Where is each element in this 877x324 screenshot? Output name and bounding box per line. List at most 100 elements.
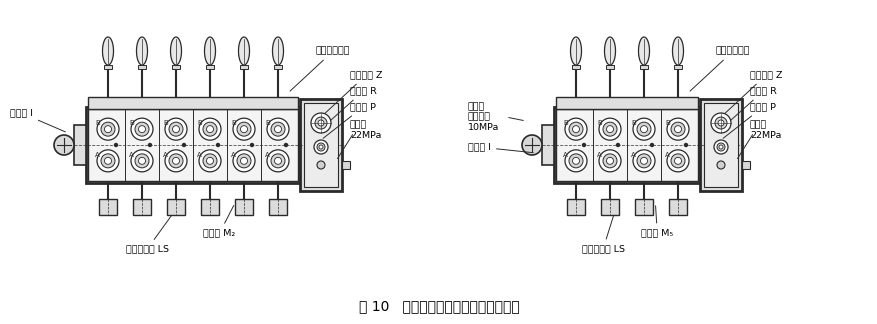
Bar (567, 199, 584, 215)
Circle shape (602, 122, 617, 136)
Text: 喷雾泵用: 喷雾泵用 (467, 112, 490, 122)
Text: A: A (163, 152, 168, 158)
Text: 22MPa: 22MPa (350, 131, 381, 140)
Circle shape (606, 126, 613, 133)
Text: 控制油口 Z: 控制油口 Z (723, 71, 781, 115)
Text: 进油口 P: 进油口 P (723, 102, 775, 138)
Circle shape (54, 135, 74, 155)
Circle shape (114, 144, 118, 146)
Text: B: B (196, 120, 202, 126)
Circle shape (522, 135, 541, 155)
Circle shape (237, 122, 251, 136)
Polygon shape (638, 37, 649, 65)
Bar (268, 199, 287, 215)
Circle shape (232, 118, 254, 140)
Circle shape (275, 157, 282, 164)
Bar (555, 97, 697, 109)
Circle shape (135, 154, 149, 168)
Text: A: A (231, 152, 236, 158)
Bar (303, 103, 338, 187)
Circle shape (168, 122, 182, 136)
Bar (639, 65, 647, 69)
Text: A: A (129, 152, 133, 158)
Bar (674, 65, 681, 69)
Text: 负载敏感口 LS: 负载敏感口 LS (125, 211, 175, 253)
Text: A: A (631, 152, 635, 158)
Circle shape (637, 122, 650, 136)
Circle shape (717, 143, 724, 151)
Text: 流量控制挡块: 流量控制挡块 (289, 47, 350, 91)
Circle shape (632, 118, 654, 140)
Circle shape (267, 150, 289, 172)
Bar (541, 125, 553, 165)
Circle shape (271, 154, 285, 168)
Circle shape (165, 118, 187, 140)
Circle shape (148, 144, 152, 146)
Circle shape (714, 117, 726, 129)
Circle shape (616, 144, 619, 146)
Circle shape (568, 122, 582, 136)
Bar (601, 199, 618, 215)
Text: 流量控制挡块: 流量控制挡块 (689, 47, 750, 91)
Polygon shape (672, 37, 682, 65)
Circle shape (182, 144, 185, 146)
Circle shape (237, 154, 251, 168)
Bar (571, 65, 580, 69)
Text: B: B (129, 120, 133, 126)
Circle shape (667, 118, 688, 140)
Circle shape (310, 113, 331, 133)
Circle shape (240, 126, 247, 133)
Circle shape (131, 118, 153, 140)
Circle shape (639, 126, 646, 133)
Text: B: B (562, 120, 567, 126)
Text: B: B (664, 120, 669, 126)
Circle shape (104, 126, 111, 133)
Circle shape (101, 122, 115, 136)
Bar (699, 99, 741, 191)
Circle shape (602, 154, 617, 168)
Text: 10MPa: 10MPa (467, 122, 499, 132)
Bar (274, 65, 282, 69)
Bar (605, 65, 613, 69)
Bar (235, 199, 253, 215)
Circle shape (713, 140, 727, 154)
Polygon shape (103, 37, 113, 65)
Bar (167, 199, 185, 215)
Circle shape (598, 118, 620, 140)
Bar (74, 125, 86, 165)
Bar (201, 199, 218, 215)
Bar (172, 65, 180, 69)
Circle shape (96, 150, 119, 172)
Circle shape (632, 150, 654, 172)
Circle shape (710, 113, 731, 133)
Circle shape (104, 157, 111, 164)
Text: 进油口 P: 进油口 P (323, 102, 375, 138)
Text: 回油口 R: 回油口 R (723, 87, 776, 127)
Circle shape (572, 126, 579, 133)
Circle shape (232, 150, 254, 172)
Text: B: B (95, 120, 100, 126)
Bar (138, 65, 146, 69)
Circle shape (250, 144, 253, 146)
Circle shape (203, 154, 217, 168)
Circle shape (317, 143, 324, 151)
Text: B: B (596, 120, 601, 126)
Circle shape (674, 157, 681, 164)
Circle shape (598, 150, 620, 172)
Bar (668, 199, 686, 215)
Bar (132, 199, 151, 215)
Polygon shape (204, 37, 215, 65)
Text: A: A (664, 152, 669, 158)
Circle shape (275, 126, 282, 133)
Text: 回油口 I: 回油口 I (10, 109, 66, 132)
Circle shape (637, 154, 650, 168)
Text: 限压阀: 限压阀 (467, 102, 485, 111)
Circle shape (565, 118, 587, 140)
Text: B: B (631, 120, 635, 126)
Circle shape (670, 154, 684, 168)
Circle shape (318, 145, 323, 149)
Text: 负载敏感口 LS: 负载敏感口 LS (581, 212, 624, 253)
Circle shape (240, 157, 247, 164)
Bar (741, 161, 749, 169)
Circle shape (271, 122, 285, 136)
